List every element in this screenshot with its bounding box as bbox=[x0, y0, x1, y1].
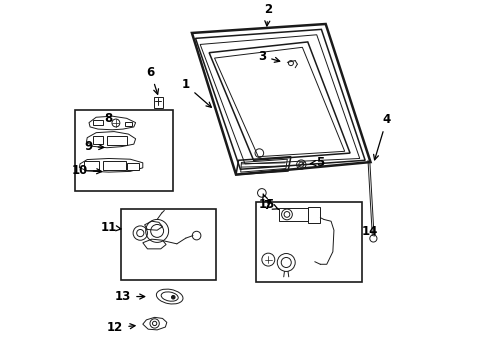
Text: 14: 14 bbox=[362, 225, 378, 238]
Bar bbox=[103, 161, 125, 170]
Bar bbox=[93, 121, 103, 126]
Text: 1: 1 bbox=[182, 78, 211, 107]
Bar bbox=[154, 97, 163, 108]
Bar bbox=[256, 202, 362, 282]
Text: 8: 8 bbox=[104, 112, 113, 125]
Bar bbox=[125, 122, 132, 126]
Text: 12: 12 bbox=[107, 321, 135, 334]
Bar bbox=[122, 209, 216, 280]
Bar bbox=[308, 207, 320, 223]
Text: 5: 5 bbox=[310, 156, 324, 169]
Bar bbox=[74, 110, 173, 191]
Bar bbox=[279, 208, 308, 221]
Text: 7: 7 bbox=[263, 194, 271, 212]
Bar bbox=[127, 163, 139, 170]
Bar bbox=[107, 136, 126, 145]
Bar bbox=[93, 136, 102, 144]
Text: 2: 2 bbox=[264, 3, 272, 26]
Text: 13: 13 bbox=[115, 290, 145, 303]
Text: 10: 10 bbox=[72, 164, 102, 177]
Text: 4: 4 bbox=[374, 113, 391, 160]
Text: 6: 6 bbox=[147, 66, 159, 94]
Text: 11: 11 bbox=[100, 221, 121, 234]
Text: 15: 15 bbox=[259, 198, 278, 211]
Circle shape bbox=[172, 296, 175, 299]
Text: 3: 3 bbox=[258, 50, 280, 63]
Text: 9: 9 bbox=[84, 140, 104, 153]
Bar bbox=[84, 161, 99, 170]
